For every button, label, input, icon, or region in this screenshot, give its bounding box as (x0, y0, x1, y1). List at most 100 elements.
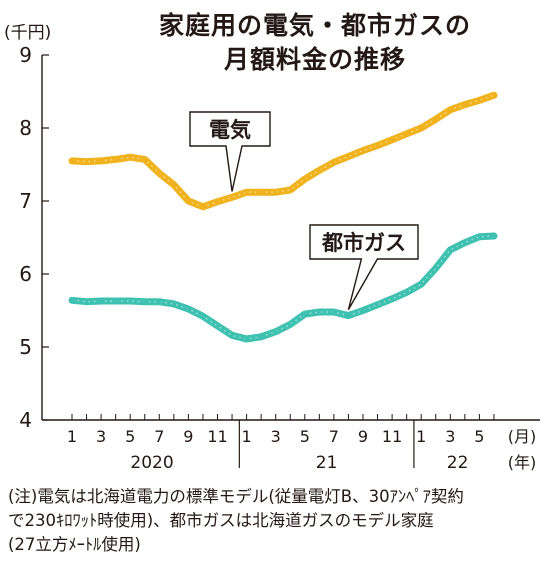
year-label-22: 22 (447, 453, 469, 473)
data-point (99, 159, 103, 163)
x-tick-label-month: 9 (183, 427, 193, 446)
data-point (128, 299, 132, 303)
data-point (332, 310, 336, 314)
data-point (375, 303, 380, 307)
y-tick-label-6: 6 (19, 262, 32, 286)
data-point (405, 132, 409, 136)
x-tick-label-month: 5 (300, 427, 310, 446)
data-point (172, 183, 176, 187)
data-point (477, 98, 481, 102)
x-axis-ticks: 1 3 5 7 9 11 1 3 5 7 9 11 1 3 5 (67, 414, 495, 446)
callout-city-gas: 都市ガス (309, 224, 419, 310)
callout-electricity-box (189, 111, 271, 192)
y-axis-unit-label: (千円) (4, 23, 52, 43)
data-point (114, 157, 118, 161)
footnote-line-3: (27立方ﾒｰﾄﾙ使用) (8, 535, 141, 554)
x-tick-label-month: 7 (154, 427, 164, 446)
year-label-2020: 2020 (130, 453, 173, 473)
data-point (230, 195, 234, 199)
x-tick-label-month: 3 (445, 427, 455, 446)
y-tick-label-4: 4 (19, 408, 32, 432)
data-point (84, 159, 89, 164)
axes (41, 55, 540, 421)
data-point (390, 297, 394, 301)
x-tick-label-month: 1 (242, 427, 252, 446)
data-point (405, 290, 409, 294)
data-point (434, 117, 438, 121)
data-point (274, 190, 278, 194)
data-point (434, 266, 438, 270)
data-point (346, 314, 351, 318)
data-point (186, 307, 190, 311)
data-point (375, 143, 380, 148)
data-point (215, 200, 220, 204)
data-point (346, 154, 351, 159)
x-tick-label-month: 3 (271, 427, 281, 446)
x-tick-label-month: 9 (358, 427, 368, 446)
data-point (419, 282, 423, 286)
data-point (303, 177, 307, 181)
year-label-21: 21 (316, 453, 338, 473)
data-point (288, 322, 292, 326)
series-layer (68, 91, 498, 343)
y-tick-label-5: 5 (19, 335, 32, 359)
data-point (201, 314, 205, 318)
x-axis-unit-month: (月) (508, 427, 537, 446)
data-point (70, 159, 74, 163)
x-tick-label-month: 11 (207, 427, 227, 446)
series-line-city-gas (68, 232, 498, 343)
data-point (70, 298, 74, 302)
x-tick-label-month: 1 (416, 427, 426, 446)
y-tick-label-8: 8 (19, 116, 32, 140)
data-point (259, 335, 263, 339)
year-labels: 2020 21 22 (月) (年) (130, 420, 536, 473)
y-axis-ticks: 4 5 6 7 8 9 (19, 43, 49, 432)
callout-electricity: 電気 (189, 111, 271, 192)
footnote-line-2: で230ｷﾛﾜｯﾄ時使用)、都市ガスは北海道ガスのモデル家庭 (8, 511, 434, 530)
data-point (303, 312, 307, 316)
data-point (332, 160, 336, 164)
x-tick-label-month: 5 (474, 427, 484, 446)
footnote-line-1: (注)電気は北海道電力の標準モデル(従量電灯B、30ｱﾝﾍﾟｱ契約 (8, 487, 464, 506)
data-point (288, 188, 292, 192)
x-tick-label-month: 11 (382, 427, 402, 446)
callout-city-gas-box (309, 224, 419, 310)
data-point (157, 300, 161, 304)
data-point (390, 138, 394, 142)
chart-title-line-2: 月額料金の推移 (223, 45, 406, 74)
data-point (317, 310, 321, 314)
data-point (477, 235, 481, 239)
data-point (114, 299, 118, 303)
data-point (230, 333, 234, 337)
data-point (172, 302, 176, 306)
data-point (448, 248, 452, 252)
x-tick-label-month: 1 (67, 427, 77, 446)
series-line-texture (71, 94, 495, 208)
data-point (463, 103, 467, 107)
y-tick-label-7: 7 (19, 189, 32, 213)
data-point (463, 241, 467, 245)
chart-title-line-1: 家庭用の電気・都市ガスの (158, 11, 471, 40)
series-line-electricity (68, 91, 498, 211)
data-point (259, 190, 263, 194)
data-point (245, 190, 249, 194)
x-axis-unit-year: (年) (508, 453, 537, 472)
data-point (201, 205, 205, 209)
data-point (84, 300, 89, 304)
data-point (143, 157, 147, 161)
data-point (492, 93, 496, 97)
data-point (274, 330, 278, 334)
y-tick-label-9: 9 (19, 43, 32, 67)
data-point (317, 168, 321, 172)
data-point (128, 155, 132, 159)
data-point (419, 126, 423, 130)
data-point (245, 337, 249, 341)
data-point (186, 199, 190, 203)
x-tick-label-month: 3 (96, 427, 106, 446)
data-point (143, 300, 147, 304)
data-point (157, 171, 161, 175)
data-point (361, 308, 365, 313)
callout-electricity-label: 電気 (209, 118, 251, 142)
